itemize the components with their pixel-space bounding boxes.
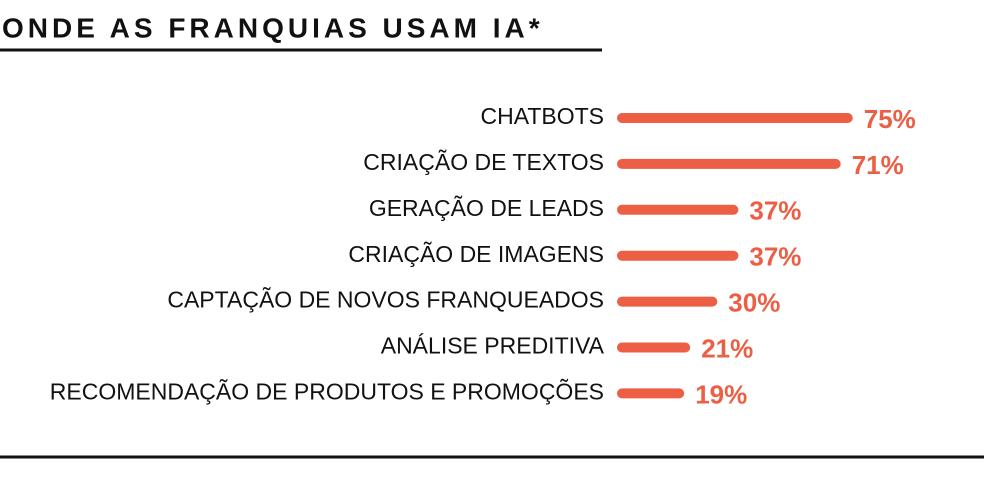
category-label: CRIAÇÃO DE IMAGENS [348,241,604,267]
chart-title: ONDE AS FRANQUIAS USAM IA* [2,12,544,43]
value-label: 37% [749,196,801,226]
category-label: GERAÇÃO DE LEADS [369,195,604,221]
value-label: 19% [695,379,747,409]
value-label: 71% [852,150,904,180]
value-label: 37% [749,242,801,272]
category-label: CHATBOTS [480,103,604,129]
category-label: RECOMENDAÇÃO DE PRODUTOS E PROMOÇÕES [50,377,604,404]
value-label: 21% [701,333,753,363]
value-label: 30% [728,287,780,317]
category-label: ANÁLISE PREDITIVA [381,333,605,359]
category-label: CRIAÇÃO DE TEXTOS [363,149,604,175]
value-label: 75% [864,104,916,134]
category-label: CAPTAÇÃO DE NOVOS FRANQUEADOS [167,287,604,313]
